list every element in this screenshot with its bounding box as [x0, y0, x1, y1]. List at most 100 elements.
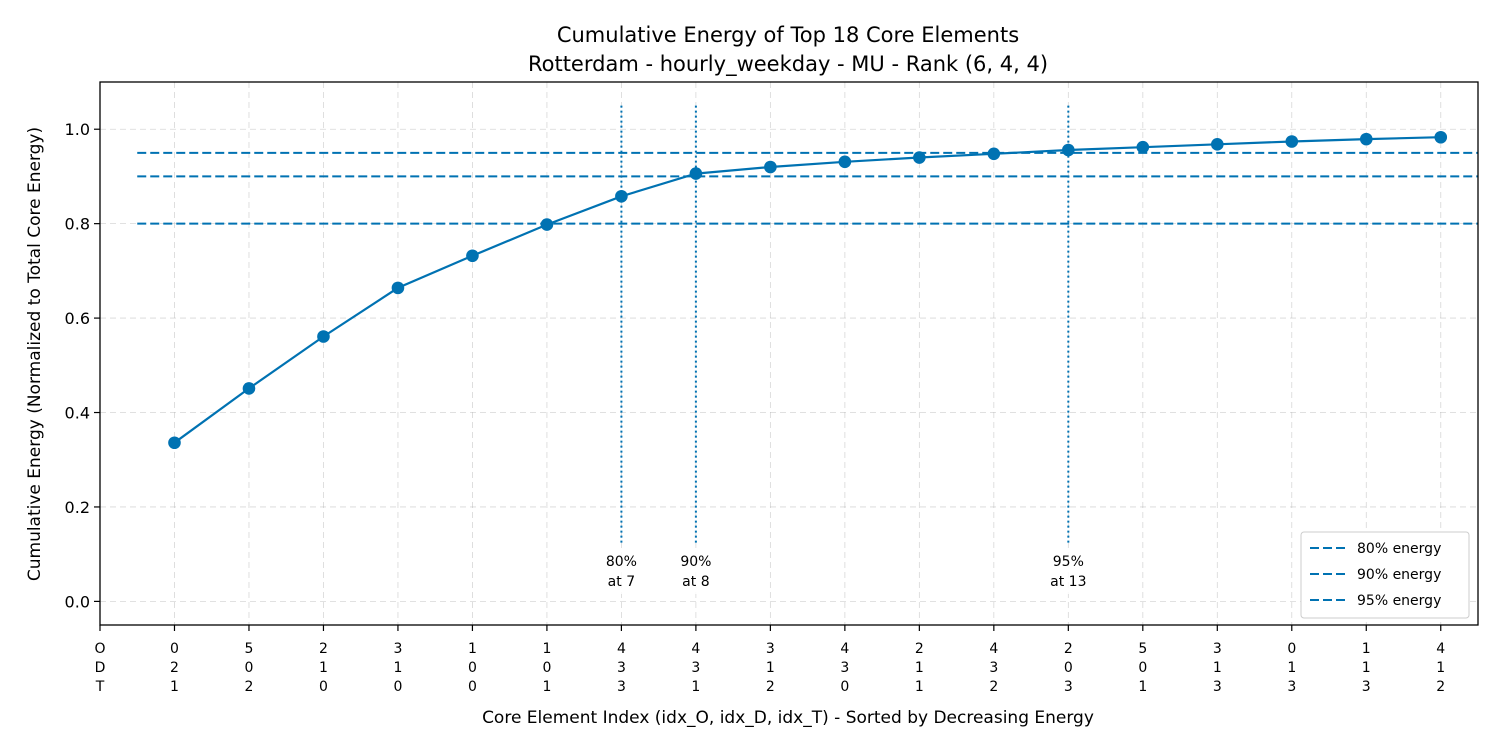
- data-point: [1062, 143, 1075, 157]
- x-tick-label: 1: [542, 679, 551, 695]
- y-tick-label: 0.6: [65, 309, 90, 328]
- x-tick-label: 2: [989, 679, 998, 695]
- x-tick-label: 2: [1436, 679, 1445, 695]
- series-line: [173, 136, 1441, 444]
- chart-title: Cumulative Energy of Top 18 Core Element…: [557, 23, 1019, 47]
- legend-label: 90% energy: [1357, 567, 1441, 583]
- x-tick-label: 0: [319, 679, 328, 695]
- annotation-label: 80%: [606, 554, 637, 570]
- data-point: [466, 249, 479, 263]
- annotation-label: at 8: [682, 574, 709, 590]
- data-point: [838, 155, 852, 169]
- annotation-box: [593, 547, 650, 594]
- x-tick-label: 1: [1362, 660, 1371, 676]
- x-tick-label: 3: [840, 660, 849, 676]
- x-tick-label: 1: [766, 660, 775, 676]
- y-tick-label: 0.8: [65, 215, 90, 234]
- chart-subtitle: Rotterdam - hourly_weekday - MU - Rank (…: [528, 52, 1048, 77]
- x-tick-label: 2: [170, 660, 179, 676]
- x-tick-label: 1: [1287, 660, 1296, 676]
- x-tick-label: 4: [1436, 641, 1445, 657]
- x-tick-label: 1: [1138, 679, 1147, 695]
- x-tick-label: 0: [1287, 641, 1296, 657]
- x-tick-label: 1: [1362, 641, 1371, 657]
- x-tick-label: 1: [393, 660, 402, 676]
- data-point: [689, 167, 703, 180]
- x-tick-label: 0: [245, 660, 254, 676]
- x-tick-label: 0: [840, 679, 849, 695]
- x-tick-label: 3: [691, 660, 700, 676]
- x-tick-label: 4: [691, 641, 700, 657]
- data-point: [913, 151, 926, 164]
- legend-label: 95% energy: [1357, 593, 1441, 609]
- annotation-label: 95%: [1053, 554, 1084, 570]
- annotation-box: [667, 547, 724, 594]
- x-tick-label: 2: [245, 679, 254, 695]
- y-tick-label: 0.4: [65, 404, 90, 423]
- annotation-label: at 13: [1050, 574, 1086, 590]
- x-tick-label: 1: [468, 641, 477, 657]
- x-tick-label: 0: [468, 679, 477, 695]
- data-point: [391, 281, 405, 295]
- threshold-lines: [137, 105, 1478, 545]
- x-tick-label: 0: [170, 641, 179, 657]
- data-point: [615, 189, 628, 203]
- x-tick-label: 2: [319, 641, 328, 657]
- x-tick-label: 1: [1436, 660, 1445, 676]
- x-tick-label: 1: [691, 679, 700, 695]
- plot-frame: [99, 81, 1479, 626]
- x-tick-label: 4: [840, 641, 849, 657]
- x-tick-label: 5: [1138, 641, 1147, 657]
- y-axis-ticks: 0.0 0.2 0.4 0.6 0.8 1.0: [65, 120, 100, 611]
- x-tick-label: 3: [617, 679, 626, 695]
- x-tick-label: 1: [915, 679, 924, 695]
- data-point: [317, 330, 330, 343]
- x-tick-label: 4: [617, 641, 626, 657]
- x-axis-ticks: ODT 0 2 1 5 0 2 2 1 0 3 1 0 1 0 0 1 0 1 4 3 3 4 3 1 3 1 2 4 3 0 2 1 1 4 3 2 2…: [94, 625, 1445, 695]
- x-axis-label: Core Element Index (idx_O, idx_D, idx_T)…: [482, 708, 1094, 728]
- x-tick-header: O: [94, 641, 105, 657]
- annotation-label: 90%: [680, 554, 711, 570]
- data-point: [1136, 140, 1150, 154]
- data-point: [987, 147, 1001, 161]
- x-tick-label: 0: [542, 660, 551, 676]
- data-point: [764, 160, 777, 174]
- x-tick-label: 0: [393, 679, 402, 695]
- x-tick-label: 5: [245, 641, 254, 657]
- x-tick-label: 1: [1213, 660, 1222, 676]
- x-tick-label: 2: [766, 679, 775, 695]
- x-tick-label: 1: [170, 679, 179, 695]
- x-tick-label: 0: [468, 660, 477, 676]
- data-point: [242, 382, 256, 395]
- data-point: [1210, 138, 1224, 151]
- x-tick-label: 0: [1064, 660, 1073, 676]
- x-tick-label: 4: [989, 641, 998, 657]
- x-tick-label: 2: [1064, 641, 1073, 657]
- data-point: [1434, 130, 1448, 144]
- x-tick-label: 1: [915, 660, 924, 676]
- y-tick-label: 1.0: [65, 120, 90, 139]
- data-point: [1359, 132, 1373, 146]
- annotation-box: [1040, 547, 1097, 594]
- y-tick-label: 0.0: [65, 592, 90, 611]
- data-point: [168, 436, 181, 450]
- y-axis-label: Cumulative Energy (Normalized to Total C…: [25, 127, 45, 581]
- x-tick-label: 3: [1213, 641, 1222, 657]
- x-tick-label: 1: [542, 641, 551, 657]
- x-tick-label: 3: [1064, 679, 1073, 695]
- x-tick-label: 1: [319, 660, 328, 676]
- legend: 80% energy 90% energy 95% energy: [1300, 531, 1470, 619]
- annotation-label: at 7: [608, 574, 635, 590]
- x-tick-label: 0: [1138, 660, 1147, 676]
- x-tick-header: D: [95, 660, 106, 676]
- x-tick-label: 3: [1287, 679, 1296, 695]
- data-point: [1285, 135, 1299, 148]
- x-tick-label: 3: [617, 660, 626, 676]
- threshold-annotations: 80% at 7 90% at 8 95% at 13: [593, 547, 1097, 594]
- x-tick-label: 3: [393, 641, 402, 657]
- x-tick-label: 3: [989, 660, 998, 676]
- grid: [99, 82, 1478, 625]
- legend-box: [1300, 531, 1470, 619]
